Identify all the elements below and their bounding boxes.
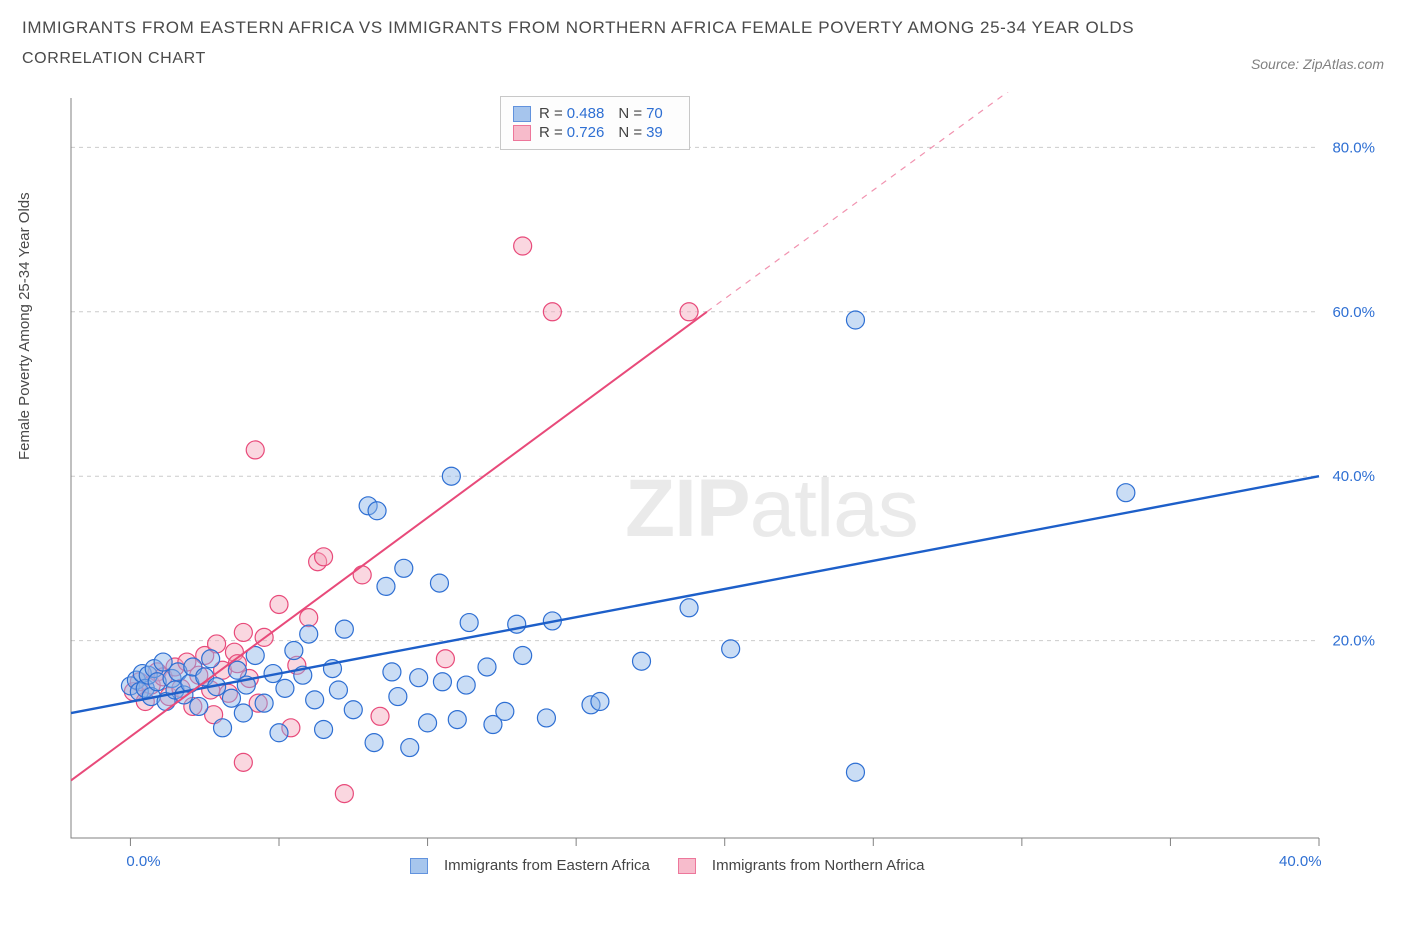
legend-swatch-eastern-2 bbox=[410, 858, 428, 874]
legend-N-northern: 39 bbox=[646, 124, 663, 141]
legend-item-northern: Immigrants from Northern Africa bbox=[678, 857, 925, 874]
legend-R-label2: R = bbox=[539, 124, 563, 141]
legend-row-northern: R = 0.726 N = 39 bbox=[513, 124, 677, 141]
svg-text:60.0%: 60.0% bbox=[1332, 304, 1375, 321]
legend-row-eastern: R = 0.488 N = 70 bbox=[513, 105, 677, 122]
legend-N-label2: N = bbox=[618, 124, 642, 141]
chart-area: 20.0%40.0%60.0%80.0%0.0%40.0% ZIPatlas R… bbox=[65, 92, 1383, 872]
svg-text:0.0%: 0.0% bbox=[126, 853, 160, 870]
legend-R-northern: 0.726 bbox=[567, 124, 605, 141]
svg-text:40.0%: 40.0% bbox=[1279, 853, 1322, 870]
svg-text:80.0%: 80.0% bbox=[1332, 139, 1375, 156]
legend-N-label: N = bbox=[618, 105, 642, 122]
svg-text:20.0%: 20.0% bbox=[1332, 633, 1375, 650]
legend-N-eastern: 70 bbox=[646, 105, 663, 122]
legend-label-eastern: Immigrants from Eastern Africa bbox=[444, 857, 650, 874]
series-legend: Immigrants from Eastern Africa Immigrant… bbox=[410, 857, 924, 874]
legend-swatch-northern-2 bbox=[678, 858, 696, 874]
chart-title-line1: Immigrants from Eastern Africa vs Immigr… bbox=[22, 18, 1384, 38]
legend-swatch-northern bbox=[513, 125, 531, 141]
correlation-legend: R = 0.488 N = 70 R = 0.726 N = 39 bbox=[500, 96, 690, 150]
svg-text:40.0%: 40.0% bbox=[1332, 468, 1375, 485]
y-axis-label: Female Poverty Among 25-34 Year Olds bbox=[16, 192, 33, 460]
source-attribution: Source: ZipAtlas.com bbox=[1251, 56, 1384, 72]
legend-R-label: R = bbox=[539, 105, 563, 122]
legend-label-northern: Immigrants from Northern Africa bbox=[712, 857, 925, 874]
legend-item-eastern: Immigrants from Eastern Africa bbox=[410, 857, 650, 874]
legend-R-eastern: 0.488 bbox=[567, 105, 605, 122]
chart-title-line2: Correlation Chart bbox=[22, 50, 1384, 68]
legend-swatch-eastern bbox=[513, 106, 531, 122]
scatter-plot: 20.0% 40.0% 60.0% 80.0% 0.0% 40.0% bbox=[65, 92, 1383, 872]
